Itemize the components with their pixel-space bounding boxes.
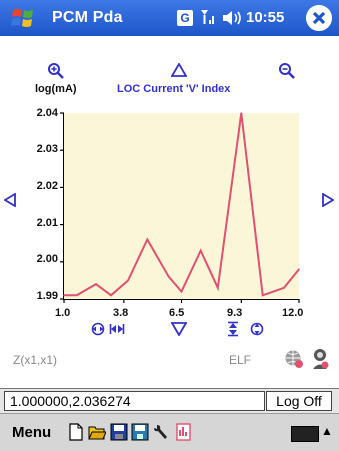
data-point bbox=[283, 287, 285, 289]
coordinates-field[interactable]: 1.000000,2.036274 bbox=[4, 391, 265, 411]
data-point bbox=[298, 268, 300, 271]
y-tick-label: 2.01 bbox=[36, 217, 58, 229]
scroll-down-icon[interactable] bbox=[171, 322, 187, 336]
y-tick-label: 2.02 bbox=[36, 180, 58, 192]
y-tick-label: 1.99 bbox=[36, 290, 58, 302]
close-icon[interactable] bbox=[306, 5, 332, 31]
save-icon[interactable] bbox=[110, 423, 128, 441]
fit-horizontal-icon[interactable] bbox=[91, 322, 105, 336]
speaker-volume-icon[interactable] bbox=[221, 9, 243, 27]
zoom-in-icon[interactable] bbox=[47, 62, 65, 80]
scroll-right-icon[interactable] bbox=[322, 193, 334, 207]
scroll-up-icon[interactable] bbox=[171, 63, 187, 77]
plot-area[interactable] bbox=[60, 112, 300, 303]
clock[interactable]: 10:55 bbox=[246, 9, 285, 26]
status-bar: 1.000000,2.036274 Log Off bbox=[0, 388, 339, 414]
globe-settings-icon[interactable] bbox=[284, 349, 304, 369]
title-bar: PCM Pda G 10:55 bbox=[0, 0, 339, 36]
signal-strength-icon[interactable] bbox=[199, 8, 217, 26]
zoom-out-icon[interactable] bbox=[278, 62, 296, 80]
filter-label: ELF bbox=[229, 353, 252, 367]
series-line bbox=[64, 112, 300, 297]
data-point bbox=[76, 294, 78, 297]
data-point bbox=[180, 290, 183, 293]
data-point bbox=[167, 275, 170, 278]
data-point bbox=[272, 290, 275, 293]
data-point bbox=[199, 249, 202, 252]
fit-vertical-icon[interactable] bbox=[226, 321, 240, 337]
function-label: Z(x1,x1) bbox=[13, 353, 58, 367]
data-point bbox=[95, 283, 97, 285]
x-tick-label: 1.0 bbox=[55, 307, 71, 319]
save-as-icon[interactable] bbox=[131, 423, 149, 441]
gprs-status-icon: G bbox=[177, 10, 193, 26]
menu-button[interactable]: Menu bbox=[12, 424, 52, 441]
new-document-icon[interactable] bbox=[67, 423, 85, 441]
user-icon[interactable] bbox=[310, 348, 330, 370]
windows-start-icon[interactable] bbox=[10, 6, 36, 30]
x-tick-label: 9.3 bbox=[227, 307, 243, 319]
x-tick-label: 6.5 bbox=[169, 307, 185, 319]
chart-report-icon[interactable] bbox=[175, 423, 193, 441]
y-tick-label: 2.03 bbox=[36, 143, 58, 155]
data-point bbox=[261, 294, 264, 297]
data-point bbox=[63, 294, 65, 297]
chart-title: LOC Current 'V' Index bbox=[117, 83, 231, 95]
x-tick-label: 3.8 bbox=[113, 307, 129, 319]
data-point bbox=[146, 238, 149, 241]
app-title: PCM Pda bbox=[52, 9, 123, 26]
y-axis-unit-label: log(mA) bbox=[35, 83, 77, 95]
menu-bar: Menu ▲ bbox=[0, 413, 339, 451]
data-point bbox=[127, 279, 129, 282]
y-tick-label: 2.00 bbox=[36, 253, 58, 265]
tools-icon[interactable] bbox=[153, 423, 171, 441]
x-tick-label: 12.0 bbox=[282, 307, 304, 319]
open-folder-icon[interactable] bbox=[88, 423, 106, 441]
y-tick-label: 2.04 bbox=[36, 107, 58, 119]
keyboard-menu-arrow-icon[interactable]: ▲ bbox=[321, 424, 333, 438]
data-point bbox=[217, 287, 219, 289]
log-off-button[interactable]: Log Off bbox=[266, 391, 332, 411]
line-chart bbox=[60, 112, 300, 303]
data-point bbox=[240, 112, 243, 114]
stretch-vertical-icon[interactable] bbox=[250, 322, 264, 336]
data-point bbox=[110, 294, 112, 297]
scroll-left-icon[interactable] bbox=[4, 193, 16, 207]
stretch-horizontal-icon[interactable] bbox=[109, 322, 125, 336]
keyboard-icon[interactable] bbox=[291, 426, 319, 442]
